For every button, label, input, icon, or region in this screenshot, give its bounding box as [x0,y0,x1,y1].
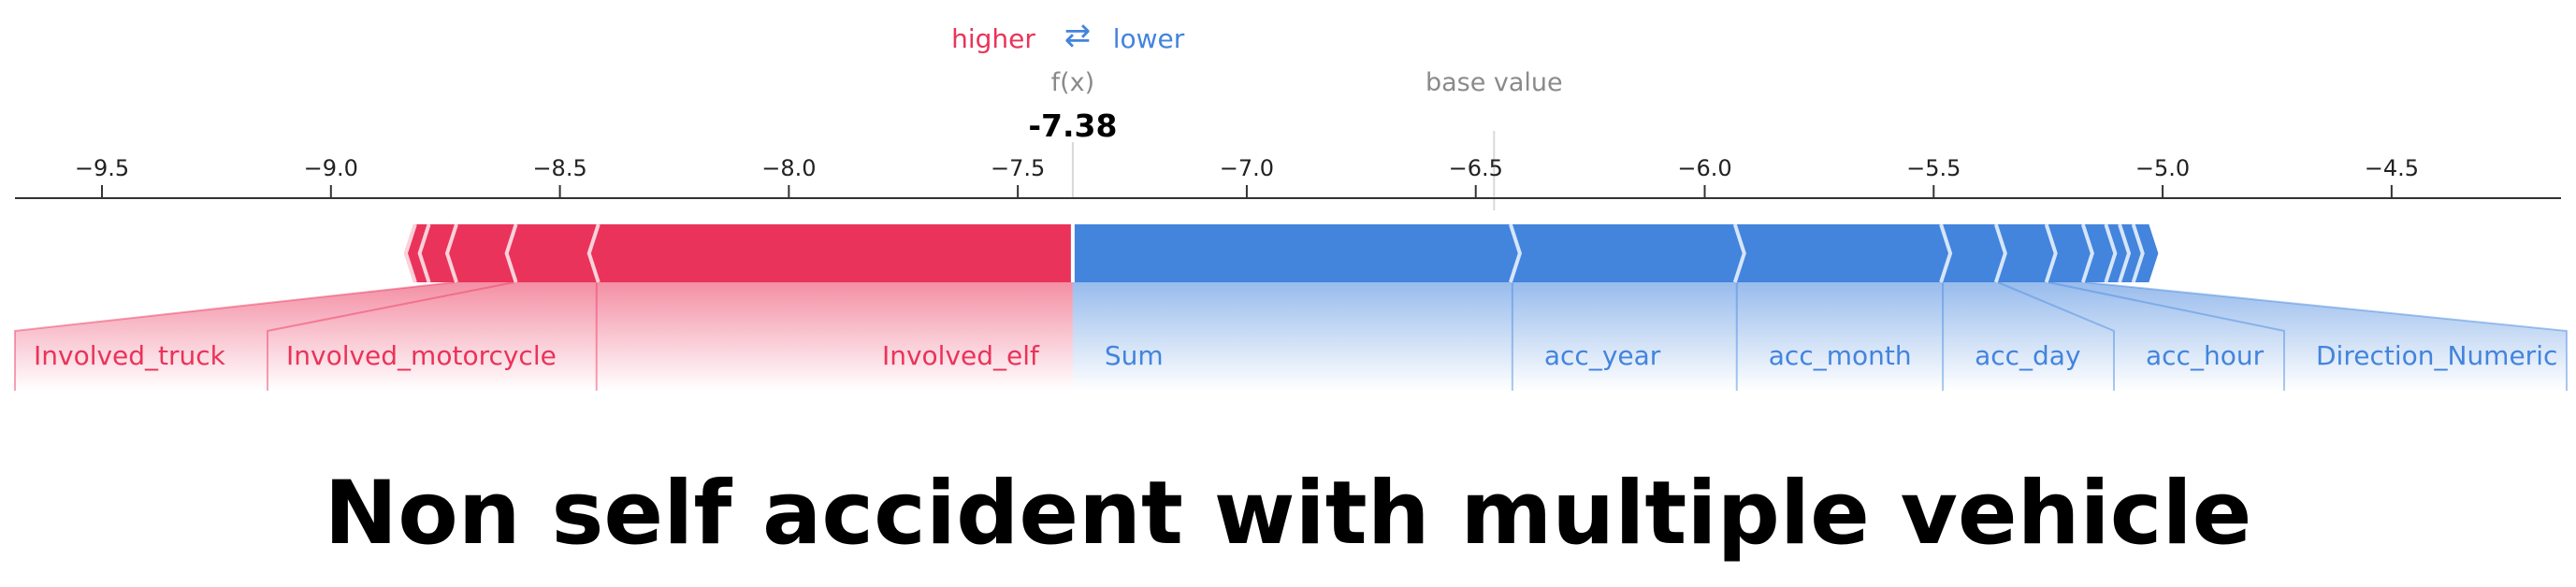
positive-connector-line [14,281,456,391]
x-tick-label: −6.5 [1449,155,1503,181]
negative-segment-divider [2044,223,2058,283]
positive-segment-divider [403,223,417,283]
x-tick-label: −9.0 [304,155,358,181]
negative-label-connector [1072,282,1512,391]
feature-label-positive: Involved_elf [882,340,1040,371]
base-value-indicator: base value [1425,68,1563,210]
x-tick-label: −4.5 [2365,155,2419,181]
feature-label-positive: Involved_truck [34,340,226,371]
positive-segment-divider [504,223,518,283]
positive-segment-divider [417,223,431,283]
fx-value: -7.38 [1028,107,1117,144]
x-tick-label: −8.0 [761,155,816,181]
fx-label: f(x) [1051,68,1095,97]
positive-force-bar [403,224,1073,282]
negative-segment-divider [1939,223,1953,283]
x-tick-label: −9.5 [75,155,129,181]
negative-segment-divider [1732,223,1746,283]
feature-labels: Involved_elf Involved_motorcycle Involved_… [34,340,2557,371]
figure-caption: Non self accident with multiple vehicle [324,463,2252,565]
negative-label-connector [1736,282,1944,391]
positive-segment-divider [444,223,458,283]
x-tick-label: −5.0 [2135,155,2190,181]
base-value-label: base value [1425,68,1563,97]
positive-label-connector [15,282,514,391]
negative-connector-line [2084,281,2568,391]
feature-label-negative: acc_hour [2146,340,2265,371]
x-tick-label: −5.5 [1906,155,1961,181]
negative-force-bar [1072,224,2159,282]
positive-label-connector [596,282,1073,391]
x-tick-label: −6.0 [1677,155,1731,181]
feature-label-negative: Direction_Numeric [2316,340,2557,371]
negative-segment-divider [1993,223,2007,283]
legend-higher-label: higher [951,23,1035,54]
negative-segment-divider [2080,223,2094,283]
legend-lower-label: lower [1113,23,1185,54]
feature-label-negative: acc_day [1975,340,2080,371]
feature-label-negative: Sum [1105,340,1164,371]
negative-segment-divider [1508,223,1522,283]
x-tick-label: −7.5 [991,155,1045,181]
feature-label-negative: acc_year [1544,340,1661,371]
negative-segment-divider [2118,223,2132,283]
negative-label-connector [1512,282,1737,391]
feature-label-positive: Involved_motorcycle [286,340,557,371]
x-axis: −9.5 −9.0 −8.5 −8.0 −7.5 −7.0 −6.5 −6.0 −5.5 −5.0… [15,155,2561,199]
label-connectors [14,281,2568,391]
negative-segment-divider [2131,223,2145,283]
legend: higher ⇄ lower [951,17,1185,54]
negative-label-connector [1997,282,2284,391]
fx-indicator: f(x) -7.38 [1028,68,1117,198]
x-tick-label: −8.5 [532,155,586,181]
x-tick-label: −7.0 [1220,155,1274,181]
positive-label-connector [268,282,597,391]
positive-segment-divider [586,223,601,283]
force-bars [403,223,2159,283]
feature-label-negative: acc_month [1769,340,1912,371]
legend-arrows-icon: ⇄ [1064,17,1092,54]
negative-segment-divider [2104,223,2118,283]
negative-label-connector [2048,282,2567,391]
negative-label-connector [1943,282,2114,391]
